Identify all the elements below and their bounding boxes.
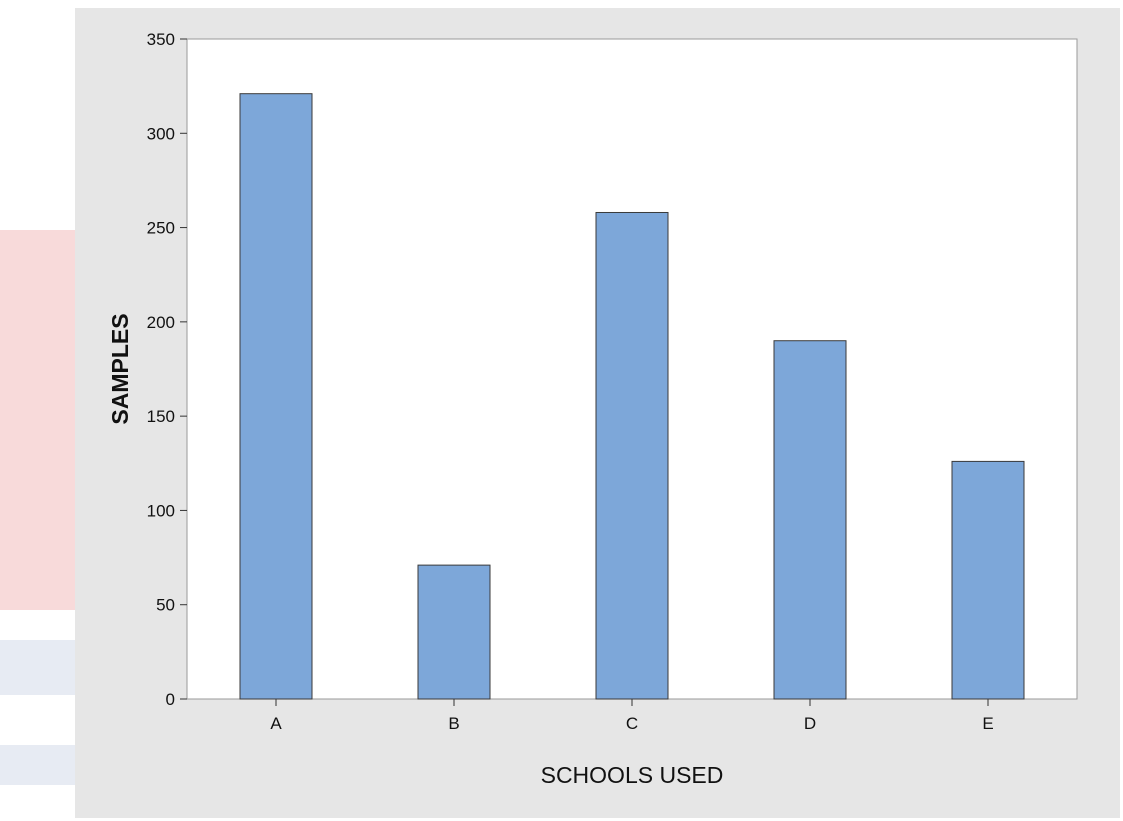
bar-a bbox=[239, 93, 313, 700]
x-tick-label: A bbox=[270, 714, 282, 733]
bar-b bbox=[417, 564, 491, 700]
y-axis: 0 50 100 150 200 250 300 350 bbox=[147, 30, 187, 709]
y-tick-label: 300 bbox=[147, 124, 175, 143]
y-tick-label: 200 bbox=[147, 313, 175, 332]
watermark-shape-blue bbox=[0, 640, 78, 695]
bar-e bbox=[951, 460, 1025, 700]
watermark-shape-red bbox=[0, 230, 78, 610]
x-tick-label: D bbox=[804, 714, 816, 733]
bar-d bbox=[773, 340, 847, 700]
y-axis-title: SAMPLES bbox=[107, 313, 133, 424]
y-tick-label: 50 bbox=[156, 596, 175, 615]
y-tick-label: 250 bbox=[147, 219, 175, 238]
x-axis-title: SCHOOLS USED bbox=[541, 762, 724, 788]
y-tick-label: 350 bbox=[147, 30, 175, 49]
bar-c bbox=[595, 211, 669, 700]
y-tick-label: 0 bbox=[166, 690, 175, 709]
bars-group bbox=[239, 93, 1025, 700]
x-tick-label: B bbox=[448, 714, 459, 733]
watermark-shape-blue-lower bbox=[0, 745, 78, 785]
x-tick-label: E bbox=[982, 714, 993, 733]
y-tick-label: 100 bbox=[147, 501, 175, 520]
x-tick-label: C bbox=[626, 714, 638, 733]
x-axis: A B C D E bbox=[270, 699, 994, 733]
y-tick-label: 150 bbox=[147, 407, 175, 426]
